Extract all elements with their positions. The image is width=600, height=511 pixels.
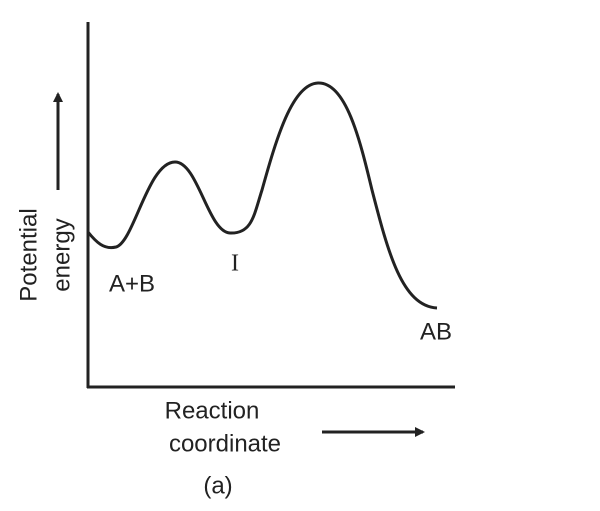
intermediate-label: I xyxy=(231,251,239,277)
y-label: Potential xyxy=(15,208,42,301)
product-label: AB xyxy=(420,318,452,345)
x-label: coordinate xyxy=(169,430,281,457)
reactant-label: A+B xyxy=(109,270,155,297)
x-label: Reaction xyxy=(165,397,260,424)
caption: (a) xyxy=(203,472,232,499)
y-label: energy xyxy=(48,218,75,291)
energy-curve xyxy=(86,81,438,310)
